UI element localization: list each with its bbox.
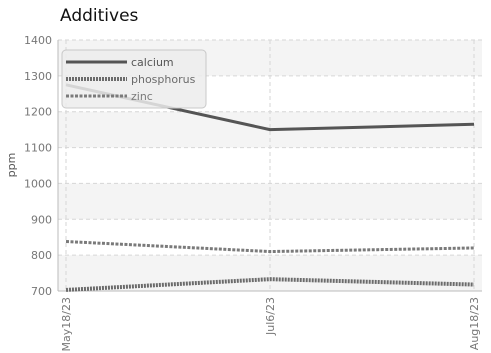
y-tick-label: 900	[31, 213, 52, 226]
x-tick-label: May18/23	[60, 297, 73, 351]
legend-box	[61, 49, 207, 109]
y-axis-label: ppm	[5, 153, 18, 178]
y-tick-label: 1400	[24, 34, 52, 47]
legend: calcium phosphorus zinc	[61, 49, 207, 109]
series-line-phosphorus	[65, 277, 475, 292]
y-tick-label: 800	[31, 249, 52, 262]
y-tick-label: 1300	[24, 70, 52, 83]
x-tick-label: Aug18/23	[468, 297, 481, 350]
series-line-zinc	[65, 240, 475, 254]
x-tick-label: Jul6/23	[264, 297, 277, 336]
legend-label-calcium: calcium	[131, 56, 174, 69]
y-tick-label: 1200	[24, 106, 52, 119]
legend-label-phosphorus: phosphorus	[131, 73, 196, 86]
legend-label-zinc: zinc	[131, 90, 153, 103]
axes	[57, 40, 482, 292]
x-tick-labels: May18/23 Jul6/23 Aug18/23	[60, 297, 481, 351]
y-tick-labels: 700 800 900 1000 1100 1200 1300 1400	[24, 34, 52, 298]
y-tick-label: 1000	[24, 177, 52, 190]
y-tick-label: 700	[31, 285, 52, 298]
chart-title: Additives	[60, 6, 139, 26]
y-tick-label: 1100	[24, 142, 52, 155]
